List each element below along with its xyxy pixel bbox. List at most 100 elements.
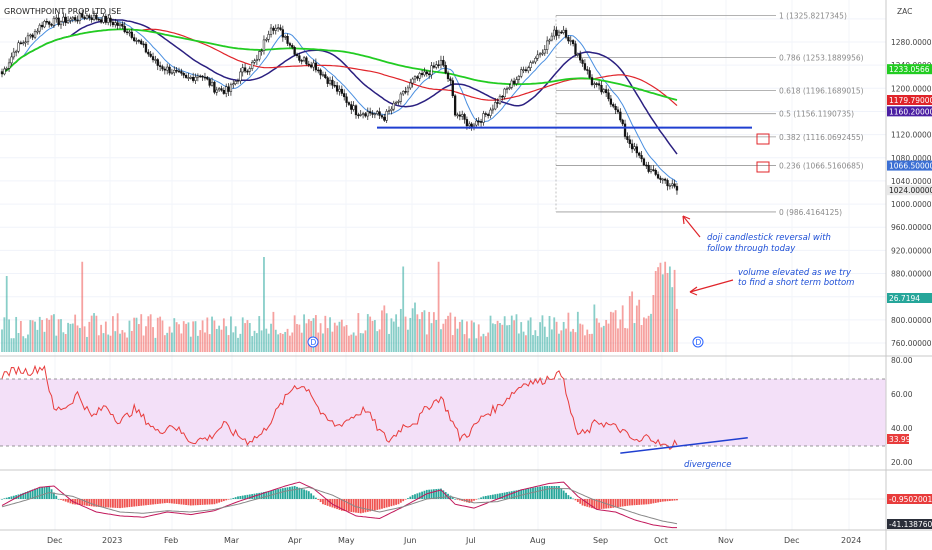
fib-label: 0.236 (1066.5160685) <box>779 162 864 171</box>
macd-hist-bar <box>204 499 206 505</box>
macd-hist-bar <box>263 492 265 499</box>
volume-bar <box>461 319 464 352</box>
volume-bar <box>206 317 209 352</box>
doji-annotation[interactable]: doji candlestick reversal with follow th… <box>682 215 831 254</box>
macd-hist-bar <box>510 491 513 499</box>
macd-hist-bar <box>27 491 29 499</box>
candle-body <box>557 31 561 36</box>
volume-bar <box>607 323 610 352</box>
rsi-tick: 40.00 <box>891 424 913 433</box>
macd-hist-bar <box>31 489 34 499</box>
volume-bar <box>274 329 277 352</box>
candle-body <box>340 88 343 94</box>
macd-hist-bar <box>475 499 478 500</box>
macd-hist-bar <box>425 489 428 499</box>
candle-body <box>99 19 103 23</box>
candle-body <box>302 57 306 62</box>
volume-bar <box>676 308 678 352</box>
macd-hist-bar <box>567 495 570 499</box>
macd-hist-bar <box>8 497 10 499</box>
candle-body <box>602 89 605 93</box>
volume-bar <box>201 320 204 352</box>
candle-body <box>232 83 235 86</box>
volume-bar <box>248 323 251 352</box>
volume-bar <box>324 315 327 352</box>
volume-bar <box>456 328 459 352</box>
candle-body <box>55 17 58 20</box>
macd-hist-bar <box>562 490 565 499</box>
rsi-line <box>1 364 678 451</box>
candle-body <box>203 76 207 79</box>
candle-body <box>597 83 601 86</box>
price-badge-text: 26.7194 <box>889 294 920 303</box>
rsi-axis[interactable]: 80.00 60.00 40.00 20.00 33.99 <box>887 356 913 467</box>
volume-annotation[interactable]: volume elevated as we try to find a shor… <box>689 268 854 296</box>
macd-axis[interactable]: -0.9502001 -41.1387602 <box>887 494 932 529</box>
macd-hist-bar <box>338 499 341 510</box>
time-tick: Jul <box>465 536 476 545</box>
candle-body <box>338 88 341 92</box>
macd-hist-bar <box>241 495 244 499</box>
volume-bar <box>480 336 482 352</box>
volume-bar <box>333 322 336 352</box>
volume-bar <box>303 314 305 352</box>
time-axis[interactable]: Dec 2023 Feb Mar Apr May Jun Jul Aug Sep Oct Nov Dec… <box>47 536 861 545</box>
dividend-marker-apr[interactable]: D <box>307 336 319 348</box>
rsi-divergence-line[interactable] <box>620 437 748 454</box>
macd-hist-bar <box>404 499 407 500</box>
candle-body <box>295 54 299 56</box>
dividend-marker-oct[interactable]: D <box>692 336 704 348</box>
macd-hist-bar <box>366 499 369 512</box>
candle-body <box>85 15 89 19</box>
volume-bar <box>112 316 114 352</box>
volume-bar <box>586 329 589 352</box>
candle-body <box>10 56 13 64</box>
macd-hist-bar <box>381 499 383 509</box>
macd-hist-bar <box>333 499 336 509</box>
macd-hist-bar <box>395 499 398 505</box>
candle-body <box>534 57 537 63</box>
candle-body <box>236 80 240 82</box>
rsi-indicator <box>1 364 678 451</box>
macd-hist-bar <box>503 492 506 499</box>
candle-body <box>404 91 407 93</box>
macd-hist-bar <box>628 499 631 506</box>
target-box-lower[interactable] <box>756 161 770 173</box>
volume-bar <box>36 329 39 352</box>
target-box-upper[interactable] <box>756 133 770 145</box>
volume-bar <box>284 331 287 352</box>
candle-body <box>114 22 117 26</box>
candle-body <box>69 18 72 21</box>
volume-bar <box>506 325 508 352</box>
macd-hist-bar <box>633 499 636 506</box>
volume-bar <box>137 324 140 352</box>
volume-bar <box>296 324 298 352</box>
volume-bar <box>572 328 575 352</box>
volume-bar <box>12 338 15 352</box>
volume-bar <box>251 336 254 352</box>
macd-hist-bar <box>602 499 605 509</box>
macd-hist-bar <box>345 499 348 512</box>
macd-hist-bar <box>470 499 473 502</box>
volume-bar <box>404 316 407 352</box>
macd-hist-bar <box>569 496 572 499</box>
macd-badge-1-text: -0.9502001 <box>889 495 932 504</box>
candle-body <box>213 81 216 93</box>
volume-bar <box>591 333 593 352</box>
candle-body <box>350 104 353 110</box>
candle-body <box>95 14 98 20</box>
macd-hist-bar <box>652 499 655 504</box>
macd-hist-bar <box>5 497 8 499</box>
volume-bar <box>657 267 659 352</box>
volume-bar <box>440 329 442 352</box>
candle-body <box>661 178 664 181</box>
candle-body <box>173 69 176 74</box>
price-badge <box>887 64 932 75</box>
volume-bar <box>345 325 348 352</box>
volume-bar <box>10 338 13 352</box>
candle-body <box>22 42 25 44</box>
macd-hist-bar <box>532 487 534 499</box>
candle-body <box>671 183 674 186</box>
macd-hist-bar <box>185 499 187 505</box>
